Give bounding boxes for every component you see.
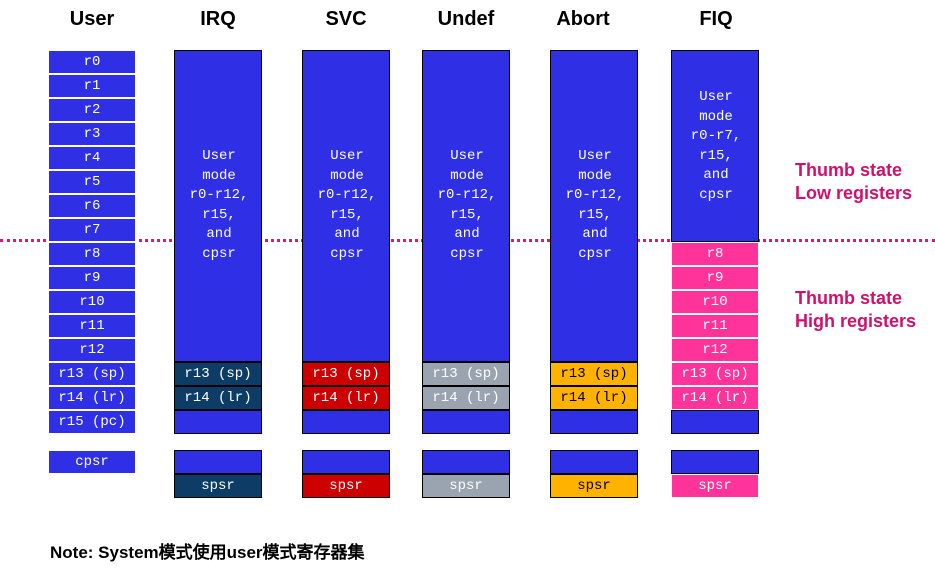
abort-r13: r13 (sp) (550, 362, 638, 386)
user-register: r13 (sp) (48, 362, 136, 386)
undef-r13: r13 (sp) (422, 362, 510, 386)
user-register: r9 (48, 266, 136, 290)
undef-shared-block: User mode r0-r12, r15, and cpsr (422, 50, 510, 362)
irq-shared-block: User mode r0-r12, r15, and cpsr (174, 50, 262, 362)
abort-r14: r14 (lr) (550, 386, 638, 410)
fiq-banked-register: r9 (671, 266, 759, 290)
fiq-spsr: spsr (671, 474, 759, 498)
user-register: r2 (48, 98, 136, 122)
fiq-banked-register: r11 (671, 314, 759, 338)
user-register: r3 (48, 122, 136, 146)
svc-spsr: spsr (302, 474, 390, 498)
undef-r14: r14 (lr) (422, 386, 510, 410)
user-register: r12 (48, 338, 136, 362)
irq-spsr: spsr (174, 474, 262, 498)
column-title-undef: Undef (437, 8, 495, 30)
user-register: r5 (48, 170, 136, 194)
undef-cpsr-slot (422, 450, 510, 474)
high-registers-label: Thumb state High registers (795, 288, 917, 331)
fiq-shared-text: User mode r0-r7, r15, and cpsr (690, 89, 742, 203)
column-title-user: User (69, 8, 115, 30)
svc-r15-slot (302, 410, 390, 434)
abort-r15-slot (550, 410, 638, 434)
user-register: r7 (48, 218, 136, 242)
fiq-banked-register: r13 (sp) (671, 362, 759, 386)
irq-r14: r14 (lr) (174, 386, 262, 410)
irq-r15-slot (174, 410, 262, 434)
fiq-shared-block: User mode r0-r7, r15, and cpsr (671, 50, 759, 242)
fiq-cpsr-slot (671, 450, 759, 474)
user-cpsr: cpsr (48, 450, 136, 474)
user-register: r8 (48, 242, 136, 266)
column-title-svc: SVC (325, 8, 367, 30)
user-register: r6 (48, 194, 136, 218)
fiq-banked-register: r14 (lr) (671, 386, 759, 410)
user-register: r1 (48, 74, 136, 98)
fiq-banked-register: r8 (671, 242, 759, 266)
column-title-fiq: FIQ (699, 8, 733, 30)
column-title-abort: Abort (556, 8, 610, 30)
user-register: r10 (48, 290, 136, 314)
svc-r14: r14 (lr) (302, 386, 390, 410)
fiq-r15-slot (671, 410, 759, 434)
fiq-banked-register: r10 (671, 290, 759, 314)
user-register: r14 (lr) (48, 386, 136, 410)
fiq-banked-register: r12 (671, 338, 759, 362)
svc-r13: r13 (sp) (302, 362, 390, 386)
user-register: r15 (pc) (48, 410, 136, 434)
undef-shared-text: User mode r0-r12, r15, and cpsr (437, 148, 497, 262)
user-register: r4 (48, 146, 136, 170)
irq-shared-text: User mode r0-r12, r15, and cpsr (189, 148, 249, 262)
svc-cpsr-slot (302, 450, 390, 474)
user-register: r0 (48, 50, 136, 74)
undef-spsr: spsr (422, 474, 510, 498)
svc-shared-block: User mode r0-r12, r15, and cpsr (302, 50, 390, 362)
low-registers-label: Thumb state Low registers (795, 160, 913, 203)
irq-cpsr-slot (174, 450, 262, 474)
system-mode-note: Note: System模式使用user模式寄存器集 (50, 543, 365, 562)
abort-shared-text: User mode r0-r12, r15, and cpsr (565, 148, 625, 262)
svc-shared-text: User mode r0-r12, r15, and cpsr (317, 148, 377, 262)
irq-r13: r13 (sp) (174, 362, 262, 386)
abort-cpsr-slot (550, 450, 638, 474)
abort-spsr: spsr (550, 474, 638, 498)
undef-r15-slot (422, 410, 510, 434)
abort-shared-block: User mode r0-r12, r15, and cpsr (550, 50, 638, 362)
user-register: r11 (48, 314, 136, 338)
column-title-irq: IRQ (200, 8, 236, 30)
